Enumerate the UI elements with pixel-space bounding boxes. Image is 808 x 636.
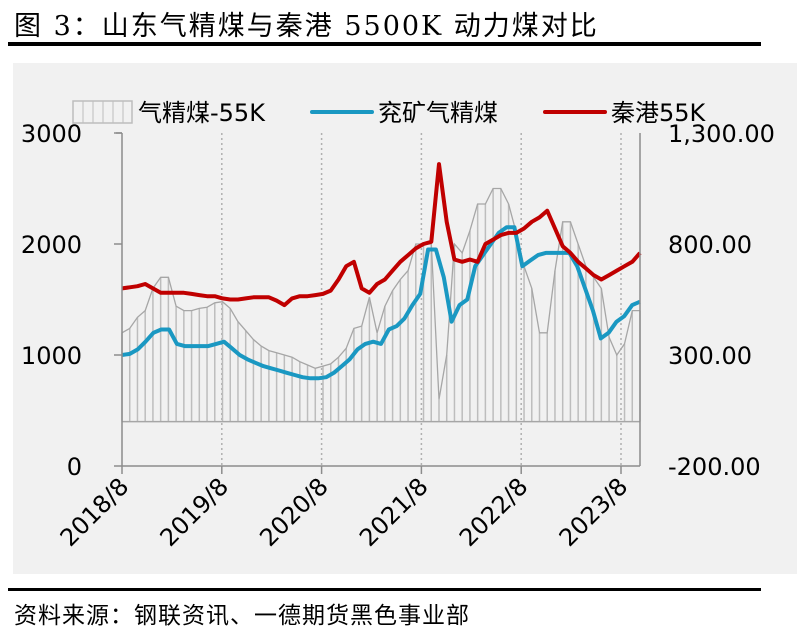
legend-label-yankuang: 兖矿气精煤 bbox=[378, 99, 498, 127]
yankuang-line bbox=[121, 225, 641, 381]
x-axis-tick-label: 2020/8 bbox=[254, 472, 334, 552]
x-axis-tick-label: 2023/8 bbox=[554, 472, 634, 552]
axes bbox=[114, 132, 641, 474]
source-note: 资料来源：钢联资讯、一德期货黑色事业部 bbox=[14, 603, 470, 629]
legend-item-spread: 气精煤-55K bbox=[72, 99, 266, 127]
chart-title: 图 3：山东气精煤与秦港 5500K 动力煤对比 bbox=[14, 11, 599, 42]
left-axis-tick-label: 0 bbox=[67, 453, 82, 481]
right-axis-tick-label: 800.00 bbox=[668, 231, 752, 259]
left-axis-labels: 3000 2000 1000 0 bbox=[21, 120, 82, 481]
x-axis-tick-label: 2018/8 bbox=[55, 472, 135, 552]
vertical-gridlines bbox=[221, 133, 622, 466]
source-divider bbox=[8, 588, 761, 591]
x-axis-tick-label: 2021/8 bbox=[354, 472, 434, 552]
x-axis-tick-label: 2019/8 bbox=[155, 472, 235, 552]
qingang-line bbox=[121, 162, 642, 308]
x-axis-labels: 2018/8 2019/8 2020/8 2021/8 2022/8 2023/8 bbox=[55, 472, 634, 552]
right-axis-labels: 1,300.00 800.00 300.00 -200.00 bbox=[668, 120, 775, 481]
right-axis-tick-label: -200.00 bbox=[668, 453, 761, 481]
legend-item-yankuang: 兖矿气精煤 bbox=[310, 99, 498, 127]
x-axis-tick-label: 2022/8 bbox=[454, 472, 534, 552]
legend-item-qingang: 秦港55K bbox=[543, 99, 707, 127]
legend-label-qingang: 秦港55K bbox=[611, 99, 707, 127]
spread-bars bbox=[121, 188, 641, 422]
left-axis-tick-label: 2000 bbox=[21, 231, 82, 259]
legend: 气精煤-55K 兖矿气精煤 秦港55K bbox=[72, 99, 707, 127]
left-axis-tick-label: 3000 bbox=[21, 120, 82, 148]
right-axis-tick-label: 1,300.00 bbox=[668, 120, 775, 148]
title-divider bbox=[8, 42, 761, 46]
legend-label-spread: 气精煤-55K bbox=[138, 99, 266, 127]
left-axis-tick-label: 1000 bbox=[21, 342, 82, 370]
right-axis-tick-label: 300.00 bbox=[668, 342, 752, 370]
spread-outline bbox=[121, 187, 640, 400]
